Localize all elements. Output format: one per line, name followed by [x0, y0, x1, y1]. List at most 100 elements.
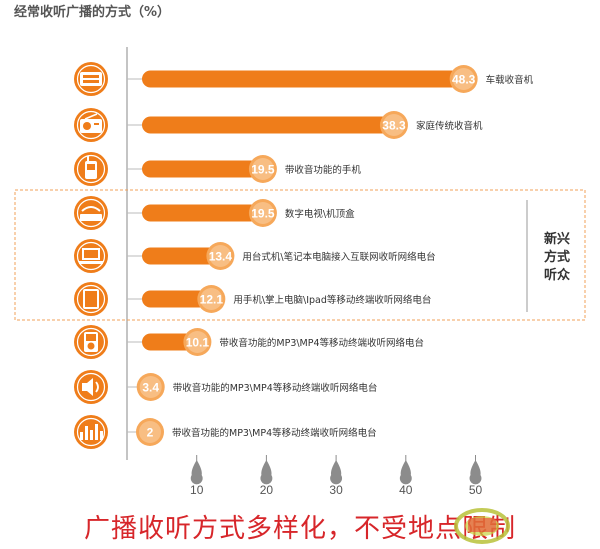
x-tick: 20	[260, 455, 274, 497]
value-label: 38.3	[382, 119, 406, 133]
value-badge	[248, 155, 277, 183]
equalizer-icon	[74, 415, 108, 449]
category-label: 数字电视\机顶盒	[285, 208, 355, 220]
laptop-icon-base	[79, 261, 103, 264]
mp3-player-icon	[74, 325, 108, 359]
x-tick-drop	[330, 460, 343, 485]
group-label-line: 听众	[544, 267, 570, 283]
set-top-box-icon-wave	[81, 206, 101, 212]
footer-caption: 广播收听方式多样化，不受地点限制	[83, 514, 516, 544]
category-label: 用手机\掌上电脑\Ipad等移动终端收听网络电台	[233, 294, 431, 306]
mobile-phone-icon	[74, 152, 108, 186]
x-tick-label: 20	[260, 483, 274, 497]
equalizer-icon-bar	[90, 430, 93, 440]
mp3-player-icon-screen	[86, 334, 96, 341]
bar	[142, 70, 464, 88]
bar	[142, 247, 221, 265]
x-tick-label: 30	[329, 483, 343, 497]
car-radio-icon-slot	[83, 75, 99, 78]
category-label: 带收音功能的MP3\MP4等移动终端收听网络电台	[173, 382, 378, 394]
icon-circle	[74, 196, 108, 230]
value-label: 48.3	[452, 73, 476, 87]
category-label: 带收音功能的MP3\MP4等移动终端收听网络电台	[219, 337, 424, 349]
value-badge	[206, 242, 235, 270]
category-label: 车载收音机	[486, 74, 534, 86]
value-badge-inner	[139, 421, 161, 443]
category-label: 带收音功能的手机	[285, 164, 362, 176]
laptop-icon	[74, 239, 108, 273]
mobile-phone-icon-screen	[87, 164, 95, 170]
category-label: 家庭传统收音机	[416, 120, 483, 132]
value-badge	[136, 418, 164, 446]
value-badge-inner	[139, 376, 162, 398]
group-border	[14, 189, 586, 321]
value-badge-inner	[186, 331, 209, 353]
x-tick-drop	[260, 460, 273, 485]
x-tick-label: 10	[190, 483, 204, 497]
x-tick-drop	[469, 460, 482, 485]
category-label: 带收音功能的MP3\MP4等移动终端收听网络电台	[172, 427, 377, 439]
x-tick-drop	[190, 460, 203, 485]
value-badge	[136, 373, 165, 401]
value-badge	[183, 328, 212, 356]
icon-ring	[76, 241, 106, 271]
speaker-icon-wave	[95, 381, 99, 393]
x-tick-label: 50	[469, 483, 483, 497]
bar	[142, 116, 394, 134]
x-tick: 30	[329, 455, 343, 497]
tablet-icon	[74, 282, 108, 316]
car-radio-icon-slot2	[83, 80, 99, 83]
x-tick: 40	[399, 455, 413, 497]
equalizer-icon-bar	[100, 431, 103, 440]
value-label: 13.4	[209, 250, 233, 264]
tablet-icon-screen	[85, 291, 97, 307]
car-radio-icon	[74, 62, 108, 96]
home-radio-icon	[74, 108, 108, 142]
value-badge	[197, 285, 226, 313]
icon-ring	[76, 372, 106, 402]
value-badge-inner	[382, 114, 405, 136]
value-badge	[379, 111, 408, 139]
speaker-icon-cone	[82, 378, 93, 396]
watermark-stamp	[454, 508, 510, 544]
value-badge	[449, 65, 478, 93]
icon-ring	[76, 198, 106, 228]
equalizer-icon-bar	[85, 426, 88, 440]
mp3-player-icon-wheel	[87, 342, 95, 350]
value-badge-inner	[200, 288, 223, 310]
group-label-line: 方式	[544, 249, 570, 265]
value-label: 12.1	[200, 293, 224, 307]
laptop-icon-display	[84, 250, 98, 258]
x-tick-label: 40	[399, 483, 413, 497]
home-radio-icon-antenna	[84, 113, 98, 120]
value-label: 3.4	[142, 381, 159, 395]
value-badge-inner	[251, 158, 274, 180]
x-tick: 10	[190, 455, 204, 497]
value-label: 2	[147, 426, 154, 440]
value-badge	[248, 199, 277, 227]
home-radio-icon-speaker	[83, 122, 91, 130]
icon-ring	[76, 327, 106, 357]
home-radio-icon-knob	[94, 123, 99, 125]
value-badge-inner	[251, 202, 274, 224]
value-label: 19.5	[251, 163, 275, 177]
value-badge-inner	[209, 245, 232, 267]
icon-ring	[76, 154, 106, 184]
chart-title: 经常收听广播的方式（%）	[14, 5, 171, 20]
value-label: 10.1	[186, 336, 210, 350]
set-top-box-icon	[74, 196, 108, 230]
speaker-icon	[74, 370, 108, 404]
icon-ring	[76, 417, 106, 447]
car-radio-icon-body	[80, 72, 102, 86]
x-tick-drop	[399, 460, 412, 485]
bar	[142, 333, 198, 351]
equalizer-icon-bar	[95, 424, 98, 440]
value-badge-inner	[452, 68, 475, 90]
icon-ring	[76, 284, 106, 314]
x-tick: 50	[469, 455, 483, 497]
bar	[142, 160, 263, 178]
equalizer-icon-bar	[80, 432, 83, 440]
group-label-line: 新兴	[544, 231, 570, 247]
